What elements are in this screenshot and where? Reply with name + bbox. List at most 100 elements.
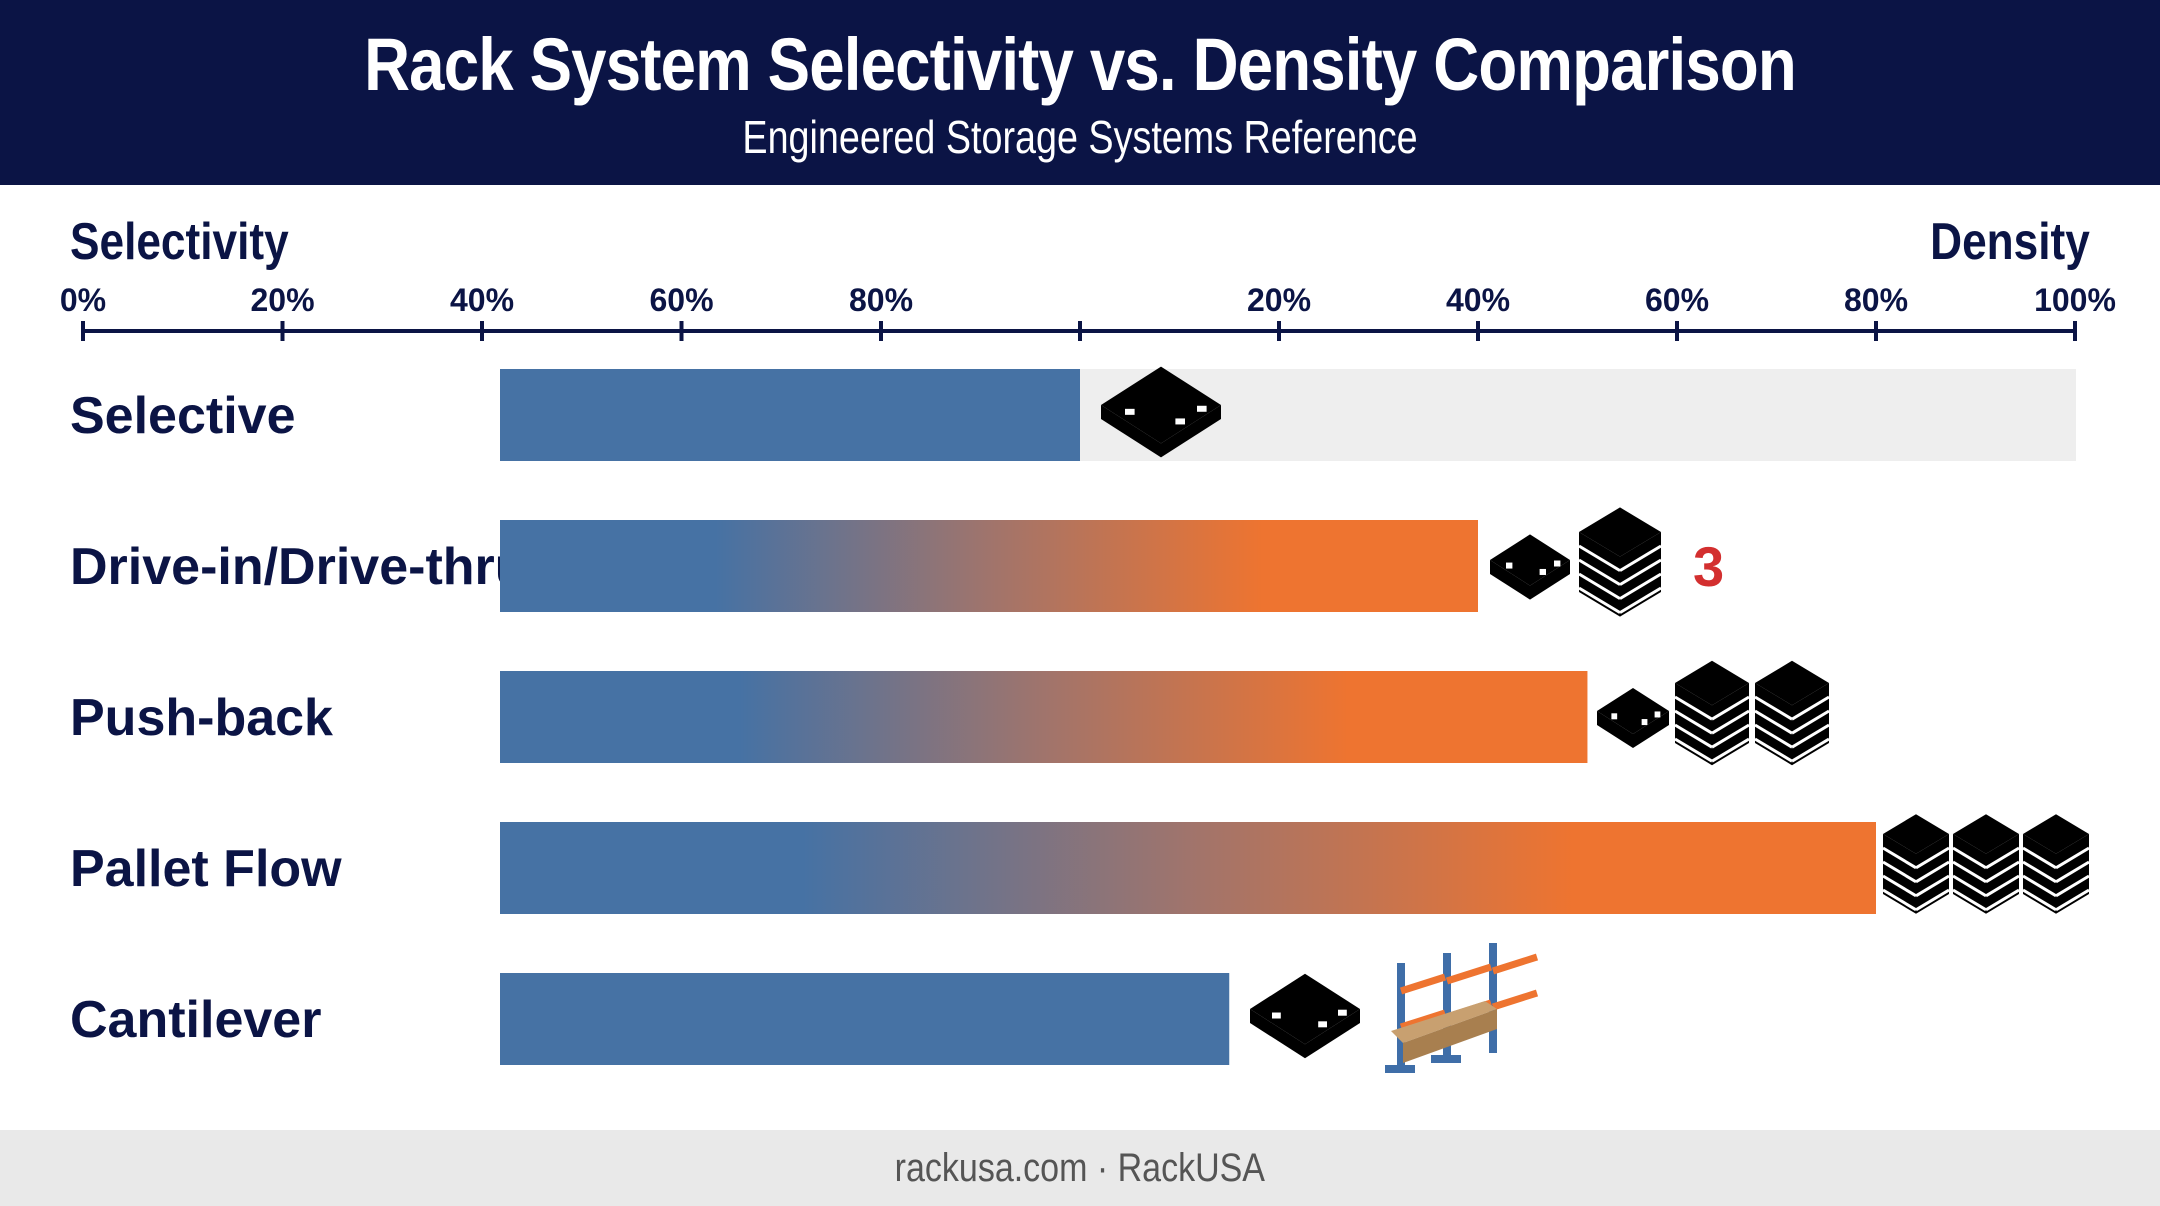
stack-layer-line <box>1674 723 1713 749</box>
chart-subtitle: Engineered Storage Systems Reference <box>742 111 1418 163</box>
stack-layer-line <box>1674 709 1713 735</box>
selectivity-tick-label: 40% <box>450 282 514 318</box>
row-icons-2: 3 <box>1490 507 1724 617</box>
pallet-top <box>1101 366 1221 444</box>
selectivity-tick-label: 0% <box>60 282 106 318</box>
selectivity-axis-label: Selectivity <box>70 213 289 271</box>
single-pallet-icon <box>1101 366 1221 458</box>
stack-layer-line <box>2022 860 2057 884</box>
stack-top <box>1883 814 1949 854</box>
footer-bar: rackusa.com · RackUSA <box>0 1130 2160 1206</box>
pallet-stack-icon <box>1674 660 1750 766</box>
stack-layer-line <box>1952 888 1987 912</box>
stack-layer-line <box>1578 558 1621 586</box>
stack-top <box>1675 660 1749 706</box>
cantilever-load <box>1391 1001 1497 1043</box>
row-icons-4 <box>1882 814 2090 914</box>
cantilever-base <box>1385 1065 1415 1073</box>
stack-layer-line <box>1915 874 1950 898</box>
bar-selectivity-density <box>500 671 1588 763</box>
pallet-top <box>1250 973 1360 1045</box>
stack-layer-line <box>1791 737 1830 763</box>
bar-selectivity-density <box>500 822 1876 914</box>
row-icons-3 <box>1597 660 1830 766</box>
stack-layer-line <box>2022 874 2057 898</box>
pallet-side-left <box>1490 560 1530 600</box>
chart-title: Rack System Selectivity vs. Density Comp… <box>364 23 1797 106</box>
stack-layer-line <box>1985 888 2020 912</box>
stack-layer-line <box>2055 846 2090 870</box>
density-tick-label: 100% <box>2034 282 2116 318</box>
stack-layer-line <box>1791 695 1830 721</box>
rack-comparison-chart: 0% 20% 40% 60% 80% 20% 40% 60% 80% 100% Selective… <box>60 282 2116 1073</box>
stack-layer-line <box>1882 860 1917 884</box>
pallet-stack-icon <box>2022 814 2090 914</box>
stack-top <box>2023 814 2089 854</box>
stack-layer-line <box>1882 846 1917 870</box>
pallet-stack-icon <box>1952 814 2020 914</box>
stack-layer-line <box>1711 695 1750 721</box>
cantilever-arm <box>1445 963 1493 985</box>
pallet-side-left <box>1101 405 1161 458</box>
cantilever-base <box>1431 1055 1461 1063</box>
pallet-side-right <box>1161 405 1221 458</box>
cantilever-load-side <box>1403 1009 1497 1063</box>
stack-layer-line <box>2022 888 2057 912</box>
density-tick-label: 40% <box>1446 282 1510 318</box>
stack-top <box>1755 660 1829 706</box>
stack-layer-line <box>1915 888 1950 912</box>
cantilever-upright <box>1489 943 1497 1053</box>
pallet-stack-icon <box>1754 660 1830 766</box>
pallet-top <box>1597 687 1669 735</box>
cantilever-rack-icon <box>1385 943 1539 1073</box>
density-axis-label: Density <box>1930 213 2090 271</box>
pallet-slot <box>1654 711 1661 718</box>
row-label: Push-back <box>70 689 333 747</box>
stack-layer-line <box>1619 586 1662 614</box>
stack-layer-line <box>2055 874 2090 898</box>
pallet-slot <box>1641 719 1648 726</box>
stack-layer-line <box>1578 572 1621 600</box>
footer-credit: rackusa.com · RackUSA <box>894 1146 1266 1190</box>
cantilever-arm <box>1399 1009 1447 1031</box>
stack-layer-line <box>1674 695 1713 721</box>
bar-selectivity-density <box>500 520 1478 612</box>
stack-layer-line <box>2022 846 2057 870</box>
bar-selectivity <box>500 369 1080 461</box>
pallet-slot <box>1197 405 1207 412</box>
stack-layer-line <box>1578 586 1621 614</box>
header-banner: Rack System Selectivity vs. Density Comp… <box>0 0 2160 185</box>
stack-layer-line <box>1711 737 1750 763</box>
pallet-side-left <box>1597 711 1633 749</box>
stack-layer-line <box>1578 544 1621 572</box>
stack-layer-line <box>1791 723 1830 749</box>
stack-layer-line <box>2055 860 2090 884</box>
pallet-side-left <box>1250 1009 1305 1059</box>
density-tick-label: 60% <box>1645 282 1709 318</box>
pallet-side-right <box>1633 711 1669 749</box>
row-label: Selective <box>70 387 296 445</box>
cantilever-arm <box>1491 989 1539 1011</box>
stack-layer-line <box>1985 846 2020 870</box>
stack-layer-line <box>1711 723 1750 749</box>
pallet-slot <box>1554 560 1561 567</box>
stack-layer-line <box>2055 888 2090 912</box>
selectivity-tick-label: 20% <box>250 282 314 318</box>
pallet-count-label: 3 <box>1693 535 1724 598</box>
stack-layer-line <box>1754 737 1793 763</box>
cantilever-upright <box>1443 953 1451 1063</box>
stack-layer-line <box>1952 860 1987 884</box>
selectivity-tick-label: 80% <box>849 282 913 318</box>
single-pallet-icon <box>1597 687 1669 749</box>
stack-layer-line <box>1882 874 1917 898</box>
pallet-slot <box>1338 1009 1347 1016</box>
row-icons-1 <box>1101 366 1221 458</box>
row-label: Drive-in/Drive-thru <box>70 538 527 596</box>
pallet-slot <box>1272 1012 1281 1019</box>
density-tick-label: 80% <box>1844 282 1908 318</box>
pallet-slot <box>1506 562 1513 569</box>
stack-layer-line <box>1915 846 1950 870</box>
pallet-stack-icon <box>1882 814 1950 914</box>
stack-layer-line <box>1952 846 1987 870</box>
pallet-stack-icon <box>1578 507 1662 617</box>
